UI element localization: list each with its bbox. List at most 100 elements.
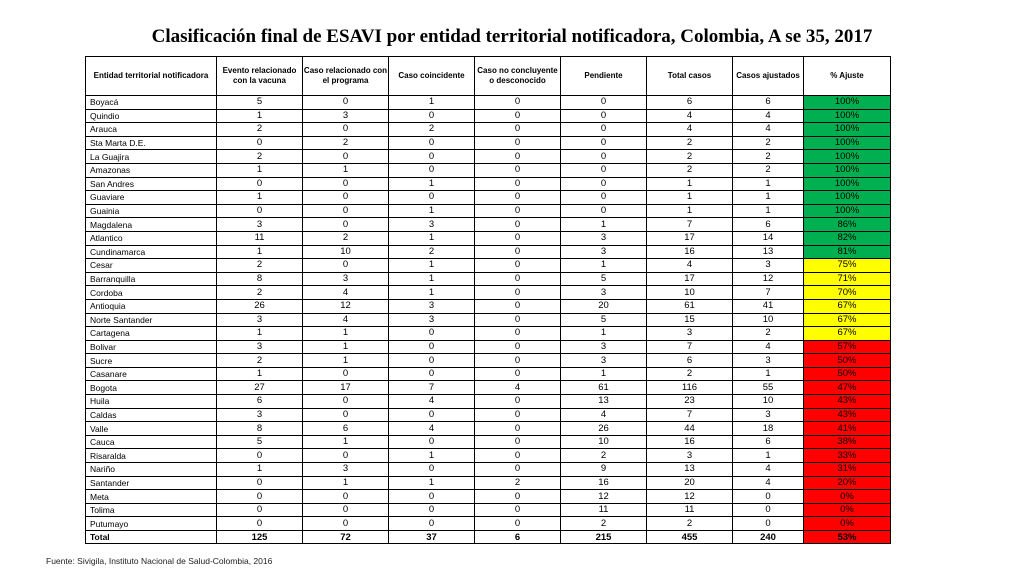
entidad-cell: La Guajira xyxy=(85,149,217,164)
evento-cell: 1 xyxy=(216,366,303,382)
total-cell: 7 xyxy=(646,217,733,232)
total-cell: 61 xyxy=(646,298,733,314)
programa-cell: 1 xyxy=(302,475,389,491)
ajuste-cell: 100% xyxy=(803,162,891,178)
coincidente-cell: 1 xyxy=(388,230,475,246)
entidad-cell: Quindio xyxy=(85,108,217,124)
pendiente-cell: 0 xyxy=(560,149,647,164)
ajuste-cell: 43% xyxy=(803,394,891,409)
evento-cell: 3 xyxy=(216,407,303,423)
ajuste-cell: 100% xyxy=(803,149,891,164)
evento-cell: 2 xyxy=(216,285,303,300)
coincidente-cell: 0 xyxy=(388,489,475,504)
total-cell: 3 xyxy=(646,326,733,341)
ajustados-cell: 4 xyxy=(732,122,804,137)
no-concluyente-cell: 0 xyxy=(474,339,561,355)
total-cell: 15 xyxy=(646,312,733,328)
programa-cell: 0 xyxy=(302,407,389,423)
coincidente-cell: 3 xyxy=(388,217,475,232)
no-concluyente-cell: 0 xyxy=(474,149,561,164)
entidad-cell: Nariño xyxy=(85,462,217,477)
evento-cell: 5 xyxy=(216,434,303,450)
coincidente-cell: 0 xyxy=(388,135,475,151)
ajustados-cell: 4 xyxy=(732,108,804,124)
ajustados-cell: 3 xyxy=(732,258,804,273)
ajustados-cell: 1 xyxy=(732,190,804,205)
evento-cell: 1 xyxy=(216,190,303,205)
pendiente-cell: 16 xyxy=(560,475,647,491)
evento-cell: 0 xyxy=(216,489,303,504)
evento-cell: 6 xyxy=(216,394,303,409)
coincidente-cell: 1 xyxy=(388,203,475,219)
entidad-cell: Cartagena xyxy=(85,326,217,341)
evento-cell: 3 xyxy=(216,217,303,232)
ajuste-cell: 70% xyxy=(803,285,891,300)
entidad-cell: Cordoba xyxy=(85,285,217,300)
total-evento: 125 xyxy=(216,530,303,544)
pendiente-cell: 3 xyxy=(560,339,647,355)
entidad-cell: Magdalena xyxy=(85,217,217,232)
evento-cell: 0 xyxy=(216,176,303,192)
programa-cell: 0 xyxy=(302,122,389,137)
ajuste-cell: 100% xyxy=(803,108,891,124)
entidad-cell: Barranquilla xyxy=(85,271,217,287)
pendiente-cell: 2 xyxy=(560,448,647,464)
entidad-cell: Bolivar xyxy=(85,339,217,355)
table-row: La Guajira 2 0 0 0 0 2 2 100% xyxy=(85,149,891,164)
programa-cell: 6 xyxy=(302,421,389,436)
ajustados-cell: 4 xyxy=(732,339,804,355)
coincidente-cell: 1 xyxy=(388,176,475,192)
evento-cell: 0 xyxy=(216,203,303,219)
entidad-cell: San Andres xyxy=(85,176,217,192)
ajustados-cell: 13 xyxy=(732,244,804,260)
no-concluyente-cell: 0 xyxy=(474,353,561,368)
no-concluyente-cell: 0 xyxy=(474,394,561,409)
evento-cell: 8 xyxy=(216,421,303,436)
no-concluyente-cell: 0 xyxy=(474,421,561,436)
ajuste-cell: 71% xyxy=(803,271,891,287)
total-cell: 16 xyxy=(646,434,733,450)
pendiente-cell: 1 xyxy=(560,258,647,273)
table-row: Cundinamarca 1 10 2 0 3 16 13 81% xyxy=(85,244,891,260)
pendiente-cell: 4 xyxy=(560,407,647,423)
ajuste-cell: 81% xyxy=(803,244,891,260)
header-entidad: Entidad territorial notificadora xyxy=(85,56,217,96)
table-row: San Andres 0 0 1 0 0 1 1 100% xyxy=(85,176,891,192)
pendiente-cell: 1 xyxy=(560,326,647,341)
coincidente-cell: 0 xyxy=(388,108,475,124)
evento-cell: 3 xyxy=(216,339,303,355)
entidad-cell: Casanare xyxy=(85,366,217,382)
no-concluyente-cell: 0 xyxy=(474,448,561,464)
pendiente-cell: 20 xyxy=(560,298,647,314)
no-concluyente-cell: 0 xyxy=(474,244,561,260)
ajuste-cell: 67% xyxy=(803,312,891,328)
ajuste-cell: 33% xyxy=(803,448,891,464)
table-row: Boyacá 5 0 1 0 0 6 6 100% xyxy=(85,95,891,110)
ajustados-cell: 0 xyxy=(732,489,804,504)
programa-cell: 0 xyxy=(302,190,389,205)
evento-cell: 8 xyxy=(216,271,303,287)
evento-cell: 0 xyxy=(216,475,303,491)
total-cell: 2 xyxy=(646,135,733,151)
total-ajustados: 240 xyxy=(732,530,804,544)
table-row: Sucre 2 1 0 0 3 6 3 50% xyxy=(85,353,891,368)
ajustados-cell: 6 xyxy=(732,434,804,450)
evento-cell: 1 xyxy=(216,162,303,178)
pendiente-cell: 61 xyxy=(560,380,647,396)
no-concluyente-cell: 0 xyxy=(474,95,561,110)
ajustados-cell: 6 xyxy=(732,95,804,110)
esavi-table: Entidad territorial notificadora Evento … xyxy=(85,56,891,544)
entidad-cell: Meta xyxy=(85,489,217,504)
coincidente-cell: 1 xyxy=(388,448,475,464)
table-row: Magdalena 3 0 3 0 1 7 6 86% xyxy=(85,217,891,232)
ajustados-cell: 18 xyxy=(732,421,804,436)
ajuste-cell: 100% xyxy=(803,190,891,205)
table-row: Caldas 3 0 0 0 4 7 3 43% xyxy=(85,407,891,423)
evento-cell: 1 xyxy=(216,462,303,477)
ajuste-cell: 43% xyxy=(803,407,891,423)
total-cell: 1 xyxy=(646,176,733,192)
ajuste-cell: 100% xyxy=(803,203,891,219)
table-row: Nariño 1 3 0 0 9 13 4 31% xyxy=(85,462,891,477)
header-no-concluyente: Caso no concluyente o desconocido xyxy=(474,56,561,96)
no-concluyente-cell: 0 xyxy=(474,366,561,382)
